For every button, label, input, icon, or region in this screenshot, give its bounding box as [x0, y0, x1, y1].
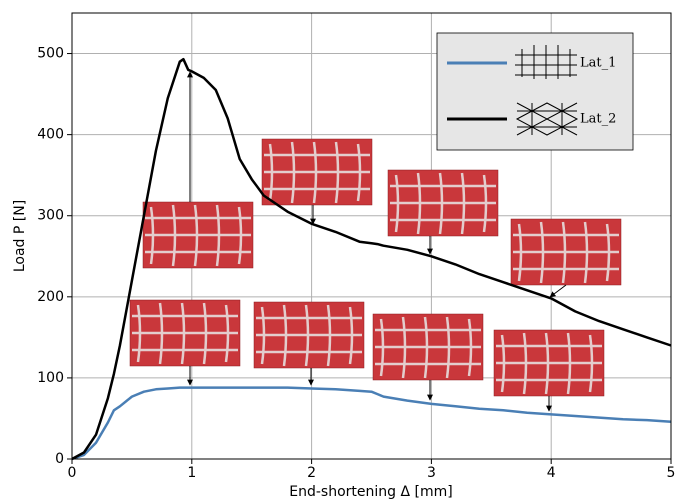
photo [494, 330, 604, 396]
x-axis-label: End-shortening Δ [mm] [289, 484, 452, 500]
y-tick-label: 400 [37, 127, 64, 143]
y-tick-label: 200 [37, 289, 64, 305]
photo [511, 219, 621, 285]
y-axis-label: Load P [N] [12, 200, 28, 272]
legend-label: Lat_2 [580, 112, 616, 127]
y-tick-label: 0 [55, 451, 64, 467]
series-line [72, 388, 671, 459]
x-tick-label: 1 [187, 465, 196, 481]
y-tick-label: 300 [37, 208, 64, 224]
photo [254, 302, 364, 368]
photo [143, 202, 253, 268]
photo [262, 139, 372, 205]
photo [373, 314, 483, 380]
photo [388, 170, 498, 236]
legend-box [437, 33, 633, 150]
x-tick-label: 5 [667, 465, 676, 481]
chart: End-shortening Δ [mm] Load P [N] Lat_1 La… [0, 0, 678, 503]
x-tick-label: 4 [547, 465, 556, 481]
y-tick-label: 500 [37, 46, 64, 62]
arrow [550, 285, 566, 297]
x-tick-label: 2 [307, 465, 316, 481]
x-tick-label: 0 [68, 465, 77, 481]
y-tick-label: 100 [37, 370, 64, 386]
legend-label: Lat_1 [580, 56, 616, 71]
photo [130, 300, 240, 366]
x-tick-label: 3 [427, 465, 436, 481]
